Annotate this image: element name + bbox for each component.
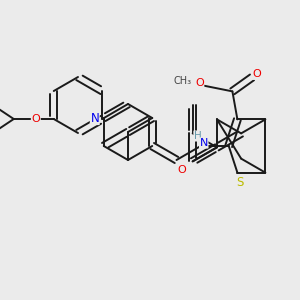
Text: S: S (237, 176, 244, 189)
Text: O: O (195, 78, 204, 88)
Text: N: N (90, 112, 99, 124)
Text: CH₃: CH₃ (173, 76, 191, 86)
Text: O: O (32, 114, 40, 124)
Text: O: O (177, 165, 186, 175)
Text: O: O (253, 69, 261, 80)
Text: H: H (194, 131, 202, 141)
Text: N: N (200, 138, 208, 148)
